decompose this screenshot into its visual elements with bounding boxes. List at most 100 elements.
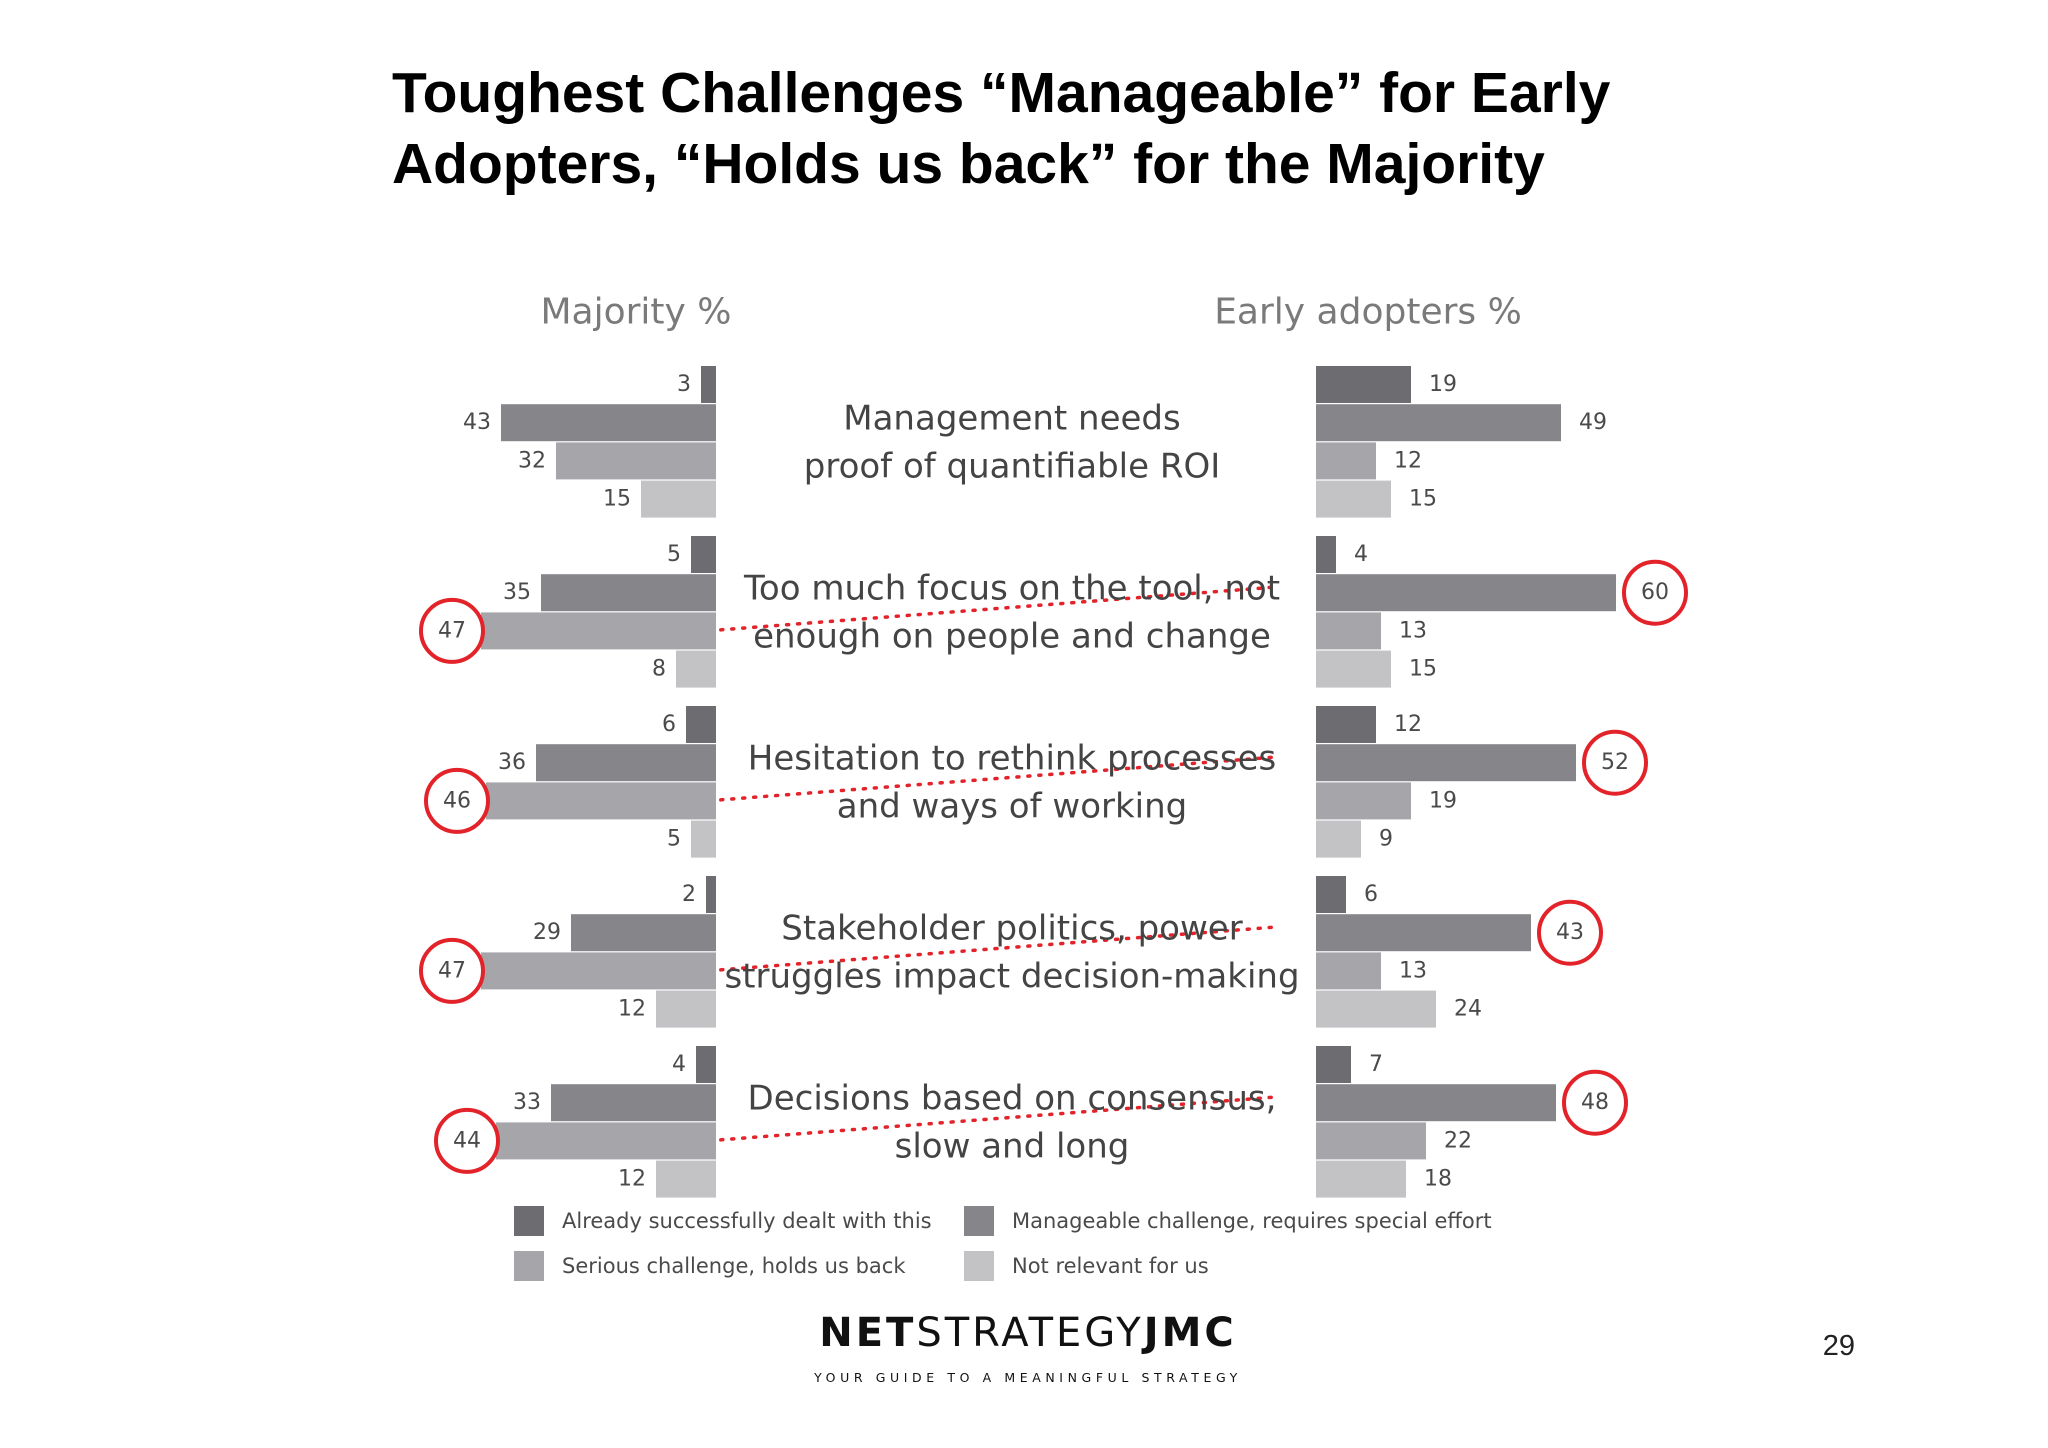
majority-bar — [676, 650, 716, 688]
majority-value-label: 5 — [667, 827, 681, 852]
early-adopters-bar — [1316, 1046, 1351, 1083]
highlight-circle — [1537, 899, 1603, 966]
early-adopters-value-label: 52 — [1601, 750, 1629, 775]
early-adopters-bar — [1316, 876, 1346, 913]
early-adopters-bar — [1316, 1084, 1556, 1122]
majority-bar — [481, 612, 716, 650]
early-adopters-value-label: 49 — [1579, 410, 1607, 435]
panel-title-early-adopters: Early adopters % — [1214, 292, 1522, 333]
slide-title: Toughest Challenges “Manageable” for Ear… — [392, 58, 1792, 200]
majority-value-label: 12 — [618, 1167, 646, 1192]
slide-title-line-2: Adopters, “Holds us back” for the Majori… — [392, 132, 1545, 196]
majority-bar — [481, 952, 716, 990]
category-label-line: Decisions based on consensus, — [748, 1078, 1277, 1118]
majority-value-label: 46 — [443, 788, 471, 813]
early-adopters-bar — [1316, 366, 1411, 403]
majority-bar — [696, 1046, 716, 1083]
legend-label: Manageable challenge, requires special e… — [1012, 1209, 1492, 1233]
legend-label: Not relevant for us — [1012, 1254, 1209, 1278]
majority-value-label: 15 — [603, 487, 631, 512]
panel-title-majority: Majority % — [540, 292, 731, 333]
majority-value-label: 12 — [618, 997, 646, 1022]
majority-bar — [656, 990, 716, 1028]
majority-bar — [691, 536, 716, 573]
majority-value-label: 29 — [533, 920, 561, 945]
early-adopters-bar — [1316, 1160, 1406, 1198]
highlight-circle — [419, 597, 485, 664]
majority-value-label: 44 — [453, 1128, 481, 1153]
legend-label: Already successfully dealt with this — [562, 1209, 932, 1233]
majority-bar — [571, 914, 716, 952]
early-adopters-value-label: 4 — [1354, 542, 1368, 567]
category-label-line: slow and long — [895, 1126, 1130, 1166]
majority-bar — [556, 442, 716, 480]
majority-value-label: 3 — [677, 372, 691, 397]
brand-name-jmc: JMC — [1143, 1310, 1237, 1356]
early-adopters-bar — [1316, 442, 1376, 480]
early-adopters-value-label: 19 — [1429, 788, 1457, 813]
majority-value-label: 43 — [463, 410, 491, 435]
majority-value-label: 32 — [518, 448, 546, 473]
highlight-circle — [1622, 559, 1688, 626]
category-label-line: Hesitation to rethink processes — [748, 738, 1277, 778]
early-adopters-bar — [1316, 914, 1531, 952]
majority-value-label: 4 — [672, 1052, 686, 1077]
majority-value-label: 2 — [682, 882, 696, 907]
early-adopters-bar — [1316, 706, 1376, 743]
highlight-circle — [419, 937, 485, 1004]
majority-value-label: 8 — [652, 657, 666, 682]
early-adopters-value-label: 43 — [1556, 920, 1584, 945]
highlight-circle — [1562, 1069, 1628, 1136]
highlight-circle — [1582, 729, 1648, 796]
majority-value-label: 5 — [667, 542, 681, 567]
early-adopters-value-label: 7 — [1369, 1052, 1383, 1077]
brand-tagline: YOUR GUIDE TO A MEANINGFUL STRATEGY — [814, 1370, 1242, 1385]
early-adopters-value-label: 12 — [1394, 712, 1422, 737]
early-adopters-bar — [1316, 952, 1381, 990]
slide-title-line-1: Toughest Challenges “Manageable” for Ear… — [392, 61, 1611, 125]
brand-name: NETSTRATEGYJMC — [808, 1310, 1248, 1356]
category-label-line: proof of quantifiable ROI — [804, 446, 1220, 486]
majority-bar — [486, 782, 716, 820]
early-adopters-bar — [1316, 1122, 1426, 1160]
legend-swatch — [514, 1251, 544, 1281]
early-adopters-bar — [1316, 744, 1576, 782]
early-adopters-value-label: 13 — [1399, 958, 1427, 983]
category-label-line: struggles impact decision-making — [724, 956, 1299, 996]
early-adopters-bar — [1316, 574, 1616, 612]
majority-bar — [641, 480, 716, 518]
early-adopters-bar — [1316, 612, 1381, 650]
early-adopters-bar — [1316, 650, 1391, 688]
highlight-circle — [424, 767, 490, 834]
early-adopters-value-label: 15 — [1409, 487, 1437, 512]
highlight-circle — [434, 1107, 500, 1174]
category-label-line: Stakeholder politics, power — [781, 908, 1242, 948]
majority-bar — [551, 1084, 716, 1122]
early-adopters-value-label: 15 — [1409, 657, 1437, 682]
category-label-line: and ways of working — [837, 786, 1188, 826]
early-adopters-value-label: 22 — [1444, 1128, 1472, 1153]
majority-bar — [541, 574, 716, 612]
majority-value-label: 6 — [662, 712, 676, 737]
majority-value-label: 47 — [438, 618, 466, 643]
early-adopters-value-label: 12 — [1394, 448, 1422, 473]
majority-value-label: 33 — [513, 1090, 541, 1115]
majority-bar — [496, 1122, 716, 1160]
early-adopters-bar — [1316, 480, 1391, 518]
early-adopters-bar — [1316, 404, 1561, 442]
majority-value-label: 35 — [503, 580, 531, 605]
brand-logo: NETSTRATEGYJMC YOUR GUIDE TO A MEANINGFU… — [808, 1310, 1248, 1385]
brand-name-net: NET — [819, 1310, 917, 1356]
early-adopters-bar — [1316, 820, 1361, 858]
majority-value-label: 36 — [498, 750, 526, 775]
brand-name-strategy: STRATEGY — [916, 1310, 1144, 1356]
early-adopters-bar — [1316, 782, 1411, 820]
early-adopters-bar — [1316, 536, 1336, 573]
category-label-line: Management needs — [843, 398, 1180, 438]
early-adopters-value-label: 48 — [1581, 1090, 1609, 1115]
majority-bar — [686, 706, 716, 743]
majority-bar — [536, 744, 716, 782]
legend-swatch — [964, 1206, 994, 1236]
early-adopters-bar — [1316, 990, 1436, 1028]
